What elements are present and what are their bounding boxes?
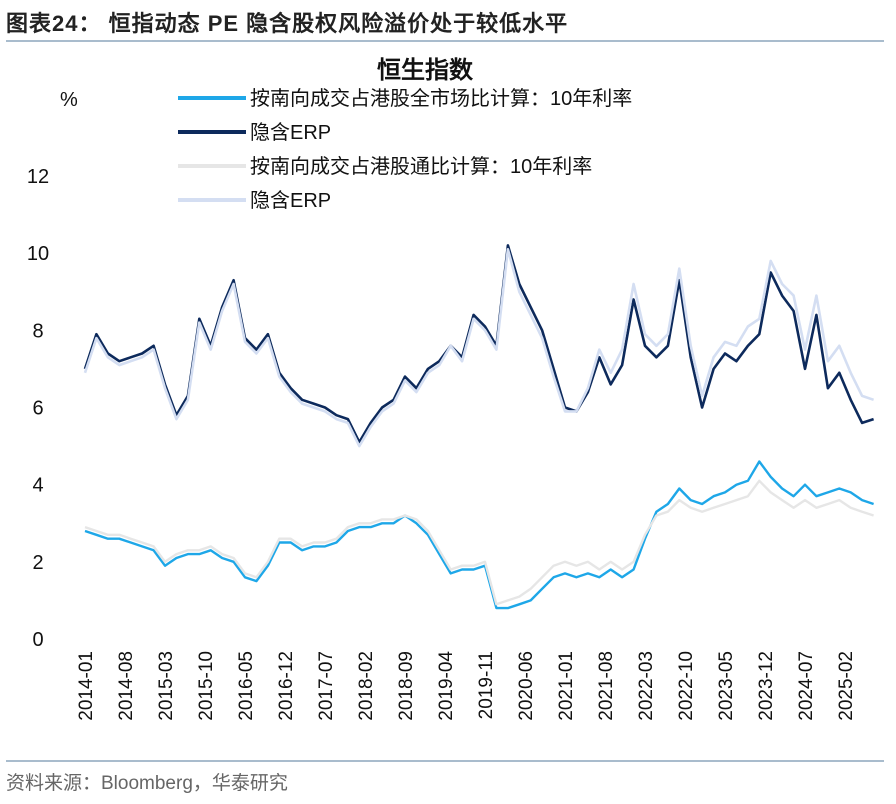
- legend-label-4: 隐含ERP: [250, 189, 331, 212]
- x-tick-label: 2016-12: [276, 651, 297, 721]
- x-tick-label: 2014-08: [116, 651, 137, 721]
- x-tick-label: 2022-10: [676, 651, 697, 721]
- series-line-1: [84, 460, 874, 610]
- x-tick-label: 2015-10: [196, 651, 217, 721]
- x-tick-label: 2022-03: [636, 651, 657, 721]
- y-tick-label: 0: [32, 629, 43, 651]
- series-line-2: [83, 244, 875, 444]
- y-tick-label: 2: [32, 552, 43, 574]
- series-line-4: [83, 248, 875, 448]
- legend-label-2: 隐含ERP: [250, 121, 331, 144]
- series-lines: [83, 244, 875, 610]
- axes: 0 2 4 6 8 10 12 2014-01 2014-08 2015-03 2015-10 201…: [27, 166, 857, 721]
- bottom-divider: [6, 760, 884, 762]
- x-tick-label: 2021-08: [596, 651, 617, 721]
- x-tick-label: 2025-02: [836, 651, 857, 721]
- chart-title: 恒生指数: [377, 57, 474, 84]
- x-tick-label: 2015-03: [156, 651, 177, 721]
- x-tick-label: 2024-07: [796, 651, 817, 721]
- x-tick-label: 2023-05: [716, 651, 737, 721]
- y-tick-label: 10: [27, 243, 49, 265]
- x-tick-label: 2017-07: [316, 651, 337, 721]
- series-line-3: [84, 479, 874, 606]
- x-tick-label: 2016-05: [236, 651, 257, 721]
- y-tick-label: 12: [27, 166, 49, 188]
- y-axis-unit: %: [60, 89, 78, 111]
- x-tick-label: 2020-06: [516, 651, 537, 721]
- figure-title: 图表24： 恒指动态 PE 隐含股权风险溢价处于较低水平: [6, 11, 569, 36]
- x-tick-label: 2019-04: [436, 651, 457, 721]
- x-tick-label: 2014-01: [76, 651, 97, 721]
- y-tick-label: 8: [32, 320, 43, 342]
- x-tick-label: 2023-12: [756, 651, 777, 721]
- x-tick-label: 2018-02: [356, 651, 377, 721]
- legend-label-3: 按南向成交占港股通比计算：10年利率: [250, 155, 592, 178]
- y-tick-label: 4: [32, 475, 43, 497]
- source-note: 资料来源：Bloomberg，华泰研究: [6, 773, 288, 794]
- x-tick-label: 2018-09: [396, 651, 417, 721]
- legend-label-1: 按南向成交占港股全市场比计算：10年利率: [250, 87, 632, 110]
- x-tick-label: 2019-11: [476, 651, 497, 719]
- x-tick-label: 2021-01: [556, 651, 577, 721]
- top-divider: [6, 40, 884, 42]
- y-tick-label: 6: [32, 398, 43, 420]
